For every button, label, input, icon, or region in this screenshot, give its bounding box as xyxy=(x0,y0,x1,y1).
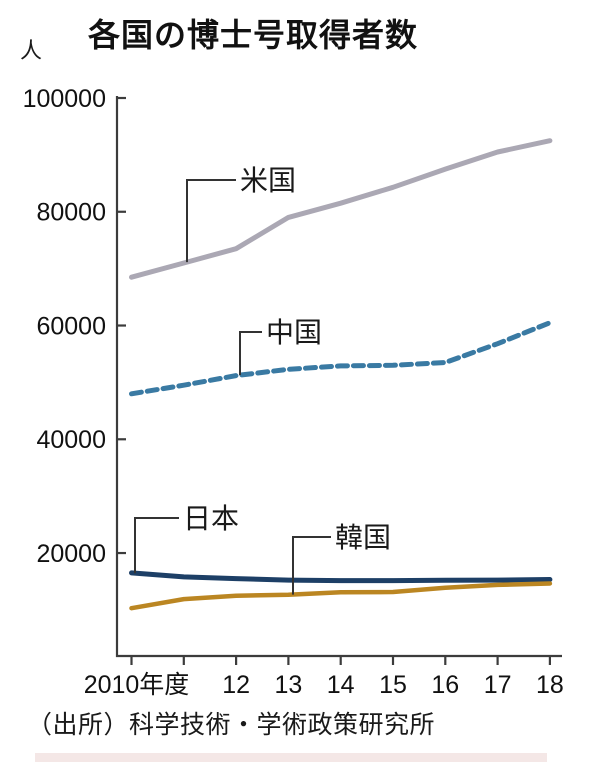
x-axis-tick-label-5: 15 xyxy=(379,671,407,699)
chart-title: 各国の博士号取得者数 xyxy=(88,17,419,53)
x-axis-tick-label-6: 16 xyxy=(431,671,459,699)
bottom-strip-decoration xyxy=(35,753,547,762)
y-axis-tick-label-3: 80000 xyxy=(36,199,106,227)
y-axis-tick-label-4: 100000 xyxy=(23,85,106,113)
callout-line-korea xyxy=(292,536,331,595)
y-axis-unit-label: 人 xyxy=(20,38,43,63)
x-axis-tick-label-4: 14 xyxy=(327,671,355,699)
series-label-usa: 米国 xyxy=(240,165,296,196)
callout-line-china xyxy=(239,331,262,376)
y-axis-tick-label-2: 60000 xyxy=(36,312,106,340)
y-axis-tick-label-0: 20000 xyxy=(36,540,106,568)
series-line-china xyxy=(129,320,553,397)
callout-line-usa xyxy=(186,179,236,263)
y-axis-tick-label-1: 40000 xyxy=(36,426,106,454)
x-axis-tick-label-8: 18 xyxy=(536,671,564,699)
series-line-japan xyxy=(129,570,553,584)
series-label-korea: 韓国 xyxy=(335,522,391,553)
x-axis-tick-label-0: 2010年度 xyxy=(84,671,190,699)
x-axis-tick-label-2: 12 xyxy=(222,671,250,699)
callout-line-japan xyxy=(134,517,179,574)
x-axis-tick-label-3: 13 xyxy=(274,671,302,699)
series-label-china: 中国 xyxy=(266,317,322,348)
series-line-usa xyxy=(129,138,553,280)
source-note: （出所）科学技術・学術政策研究所 xyxy=(27,711,436,739)
axis-lines xyxy=(115,96,562,658)
series-label-japan: 日本 xyxy=(183,503,239,534)
series-line-korea xyxy=(129,581,553,611)
x-axis-tick-label-7: 17 xyxy=(484,671,512,699)
